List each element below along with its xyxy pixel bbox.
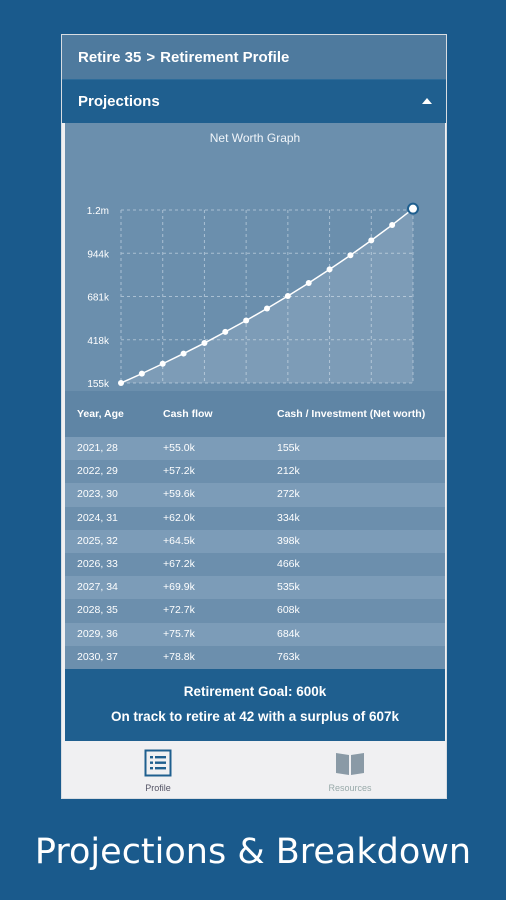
list-icon [144,749,172,777]
table-row: 2024, 31 +62.0k 334k [65,506,445,530]
data-point [201,340,208,347]
cell-year-age: 2022, 29 [77,465,118,478]
cell-year-age: 2025, 32 [77,534,118,547]
retirement-goal: Retirement Goal: 600k [183,684,327,699]
cell-year-age: 2021, 28 [77,442,118,454]
breadcrumb-app[interactable]: Retire 35 [78,48,142,66]
data-point [180,350,187,357]
y-tick-label: 155k [87,379,110,390]
book-icon [336,753,364,775]
cell-net-worth: 608k [277,604,300,617]
cell-net-worth: 398k [277,534,300,547]
table-row: 2029, 36 +75.7k 684k [65,622,445,646]
promo-caption: Projections & Breakdown [34,832,472,872]
cell-cash-flow: +69.9k [163,581,195,594]
table-row: 2030, 37 +78.8k 763k [65,645,445,669]
cell-year-age: 2030, 37 [77,650,118,663]
table-row: 2025, 32 +64.5k 398k [65,529,445,553]
breadcrumb: Retire 35 > Retirement Profile [62,35,446,79]
cell-year-age: 2026, 33 [77,557,118,570]
data-point [264,305,270,312]
cell-year-age: 2023, 30 [77,488,118,501]
cell-year-age: 2028, 35 [77,604,118,617]
cell-cash-flow: +57.2k [163,465,195,478]
table-row: 2022, 29 +57.2k 212k [65,460,445,484]
phone-frame: Retire 35 > Retirement Profile Projectio… [61,34,447,799]
cell-cash-flow: +64.5k [163,534,195,547]
breadcrumb-page: Retirement Profile [160,48,290,66]
cell-net-worth: 763k [277,650,300,663]
data-point [118,380,124,386]
y-tick-label: 1.2m [87,206,109,217]
series-area [121,208,413,383]
header-net-worth: Cash / Investment (Net worth) [277,408,426,420]
projections-section-header[interactable]: Projections [62,79,446,123]
data-point [326,266,333,273]
cell-cash-flow: +59.6k [163,488,195,501]
data-point [284,293,291,300]
cell-cash-flow: +62.0k [163,511,195,524]
cell-cash-flow: +55.0k [163,442,195,454]
tab-resources-label: Resources [328,783,372,793]
data-point [243,317,250,324]
chart-title: Net Worth Graph [209,131,301,145]
data-point [389,221,396,228]
table-row: 2028, 35 +72.7k 608k [65,599,445,623]
cell-year-age: 2024, 31 [77,511,118,524]
cell-cash-flow: +78.8k [163,650,195,663]
retirement-status: On track to retire at 42 with a surplus … [110,709,400,724]
data-point [407,202,419,215]
collapse-caret-icon[interactable] [422,98,432,104]
tab-resources[interactable]: Resources [254,741,446,798]
y-tick-label: 944k [87,249,110,260]
section-title: Projections [78,93,160,110]
table-row: 2027, 34 +69.9k 535k [65,576,445,600]
cell-net-worth: 466k [277,557,300,570]
data-point [159,360,166,367]
projection-table: 2021, 28 +55.0k 155k 2022, 29 +57.2k 212k 2023… [65,437,445,669]
y-tick-label: 681k [87,293,110,304]
cell-cash-flow: +72.7k [163,604,195,617]
data-point [222,328,229,335]
cell-net-worth: 212k [277,465,300,478]
breadcrumb-separator: > [146,48,156,66]
cell-year-age: 2029, 36 [77,627,118,640]
y-tick-label: 418k [87,336,110,347]
cell-net-worth: 272k [277,488,300,501]
table-row: 2026, 33 +67.2k 466k [65,552,445,577]
cell-cash-flow: +67.2k [163,557,195,570]
chart-canvas: 155k418k681k944k1.2m20212023202520272029… [87,202,419,390]
header-year-age: Year, Age [77,408,124,420]
header-cash-flow: Cash flow [163,408,213,420]
tab-bar: Profile Resources [62,741,446,798]
data-point [138,370,145,377]
cell-year-age: 2027, 34 [77,581,118,594]
table-row: 2021, 28 +55.0k 155k [65,437,445,461]
data-point [347,252,354,259]
table-header: Year, Age Cash flow Cash / Investment (N… [65,391,445,437]
data-point [305,280,312,287]
data-point [368,237,375,244]
cell-net-worth: 535k [277,581,300,594]
cell-net-worth: 684k [277,627,300,640]
table-row: 2023, 30 +59.6k 272k [65,483,445,507]
cell-net-worth: 155k [277,442,300,454]
tab-profile-label: Profile [145,783,171,793]
net-worth-chart: Net Worth Graph 155k418k681k944k1.2m2021… [65,123,445,391]
tab-profile[interactable]: Profile [62,741,254,798]
summary-panel: Retirement Goal: 600k On track to retire… [65,669,445,741]
cell-net-worth: 334k [277,511,300,524]
cell-cash-flow: +75.7k [163,627,195,640]
